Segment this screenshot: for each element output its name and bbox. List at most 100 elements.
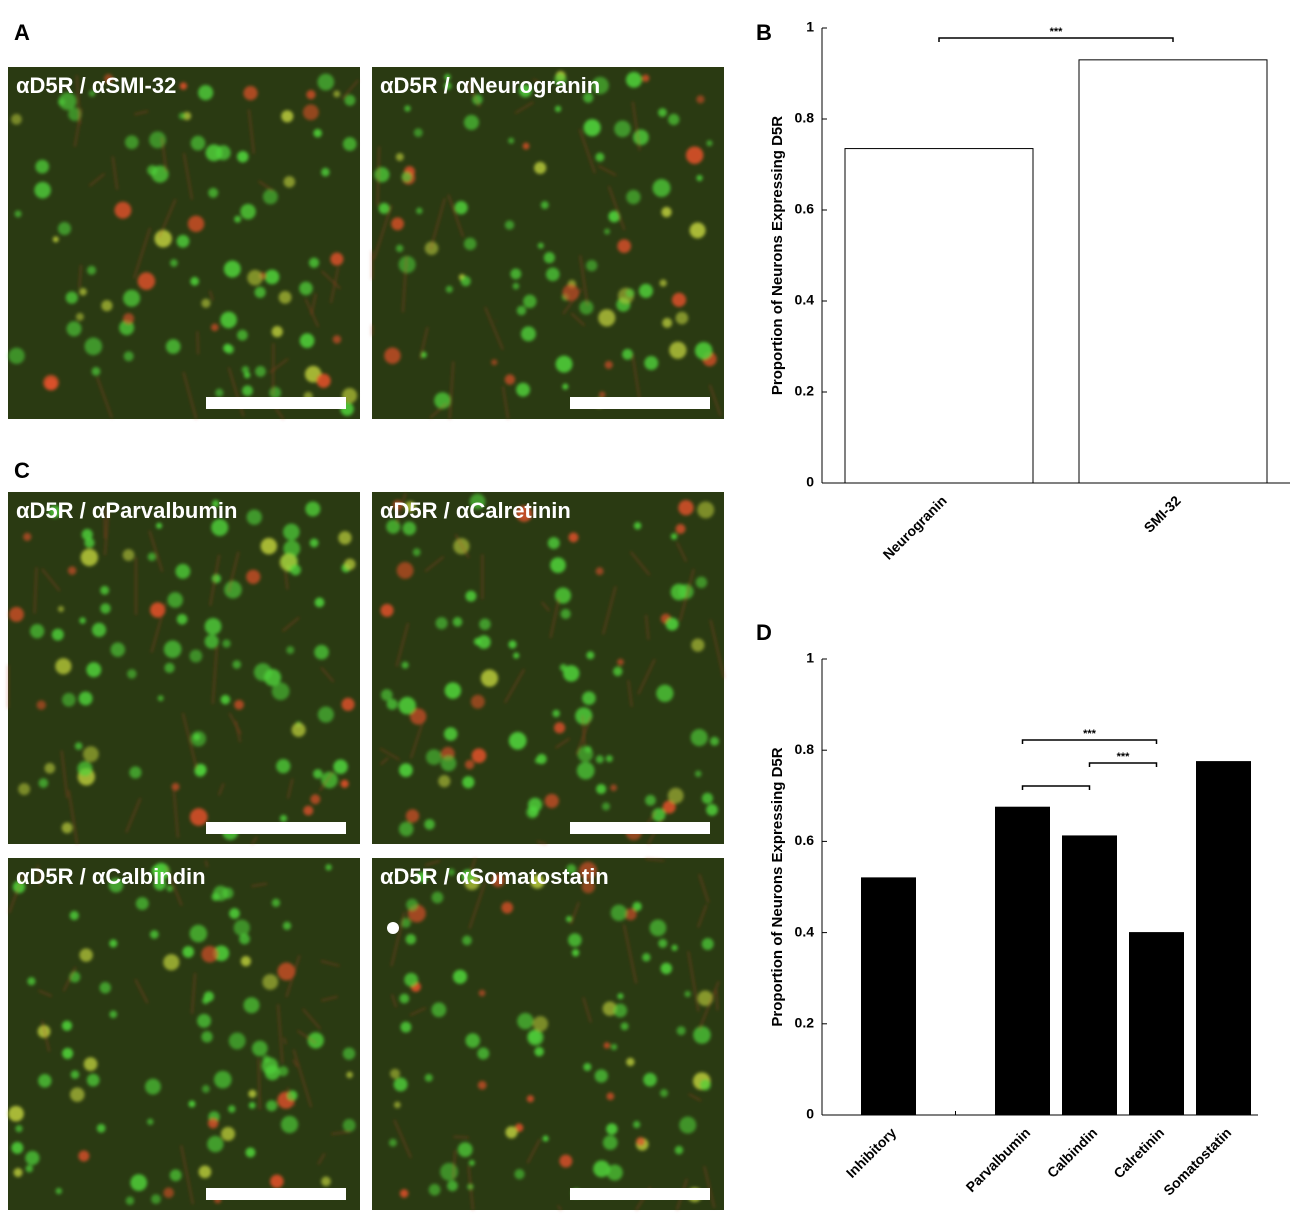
cell [394,1078,408,1092]
cell [15,210,22,217]
cell [228,1105,235,1112]
micrograph: αD5R / αNeurogranin [372,67,724,419]
image-label: αD5R / αSMI-32 [16,73,176,98]
cell [710,737,719,746]
cell [305,501,320,516]
cell [465,1033,480,1048]
cell [265,270,280,285]
cell [660,279,667,286]
cell [611,1044,617,1050]
cell [239,934,250,945]
cell [595,153,604,162]
cell [109,1010,117,1018]
scale-bar [206,1188,346,1200]
cell [679,1117,696,1134]
cell [586,260,597,271]
cell [283,524,300,541]
cell [62,1048,73,1059]
significance-label: *** [1050,26,1064,38]
cell [606,1123,617,1134]
cell [390,1069,400,1079]
cell [424,819,435,830]
image-label: αD5R / αNeurogranin [380,73,600,98]
x-tick-label: Inhibitory [843,1124,900,1181]
cell [252,1041,268,1057]
cell [396,245,403,252]
cell [517,306,526,315]
cell [164,640,182,658]
cell [272,326,283,337]
cell [429,1184,441,1196]
cell [114,202,131,219]
cell [202,1085,210,1093]
significance-bracket [1090,763,1157,767]
cell [207,1136,223,1152]
cell [693,1026,711,1044]
bar [996,807,1050,1115]
cell [432,892,444,904]
image-label: αD5R / αCalbindin [16,864,206,889]
cell [379,203,390,214]
cell [188,1100,195,1107]
cell [123,290,140,307]
cell [222,887,233,898]
cell [279,291,292,304]
cell [221,1127,235,1141]
cell [517,1013,533,1029]
cell [406,809,419,822]
cell [198,85,213,100]
cell [401,172,411,182]
cell [462,936,472,946]
cell [100,982,111,993]
cell [528,806,539,817]
y-tick-label: 0.4 [795,292,815,308]
cell [220,312,237,329]
cell [400,1022,411,1033]
cell [84,538,94,548]
cell [343,137,357,151]
cell [138,272,156,290]
cell [39,778,49,788]
cell [25,1151,39,1165]
cell [598,309,615,326]
cell [440,1163,458,1181]
cell [397,562,414,579]
cell [614,121,631,138]
cell [263,189,278,204]
cell [555,106,561,112]
cell [245,1147,255,1157]
significance-label: *** [1083,728,1097,740]
cell [310,539,319,548]
scale-bar [570,397,710,409]
cell [472,748,487,763]
cell [461,276,471,286]
cell [229,908,240,919]
cell [56,1188,62,1194]
cell [172,783,180,791]
cell [700,1079,711,1090]
cell [671,584,688,601]
cell [129,766,141,778]
cell [317,374,331,388]
cell [509,732,527,750]
cell [70,911,79,920]
cell [391,217,404,230]
cell [607,1093,615,1101]
micrograph: αD5R / αSMI-32 [8,67,360,419]
cell [458,1142,473,1157]
cell [544,252,555,263]
cell [124,351,134,361]
cell [406,934,417,945]
cell [389,1139,397,1147]
cell [671,533,677,539]
cell [11,1142,23,1154]
cell [76,313,84,321]
cell [68,566,76,574]
cell [394,1101,401,1108]
cell [241,956,251,966]
cell [639,284,653,298]
cell [568,933,582,947]
cell [666,618,679,631]
cell [343,1047,355,1059]
cell [248,1090,256,1098]
